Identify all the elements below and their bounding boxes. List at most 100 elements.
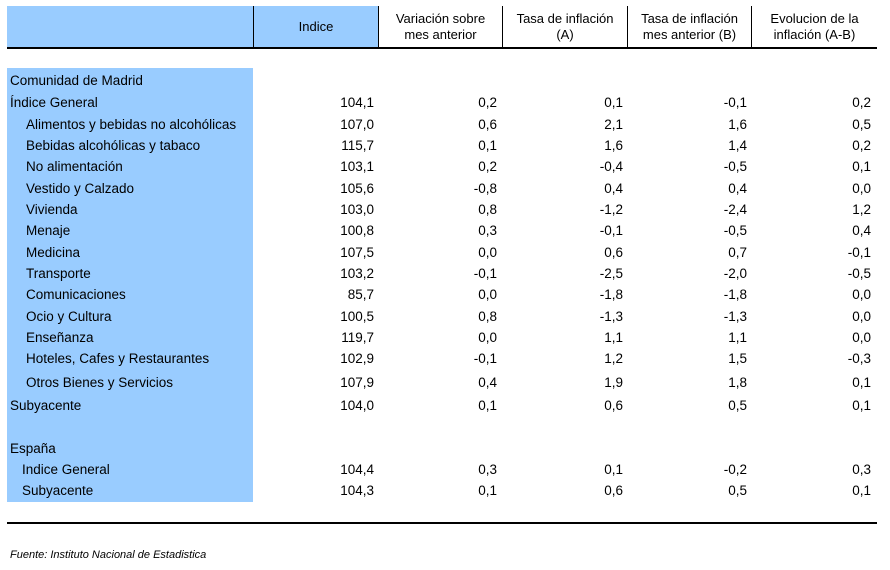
bottom-rule <box>7 522 877 524</box>
cell-value: 1,6 <box>728 117 747 132</box>
cell-value: -1,3 <box>723 309 747 324</box>
header-tasa-a: Tasa de inflación (A) <box>516 10 614 42</box>
cell-value: -1,3 <box>599 309 623 324</box>
cell-value: 85,7 <box>347 287 374 302</box>
section-title: España <box>10 441 56 456</box>
row-label: No alimentación <box>26 159 123 174</box>
header-evolucion: Evolucion de la inflación (A-B) <box>770 10 859 42</box>
cell-value: -0,1 <box>473 266 497 281</box>
cell-value: 102,9 <box>340 351 374 366</box>
cell-value: 0,5 <box>852 117 871 132</box>
cell-value: 104,3 <box>340 483 374 498</box>
cell-value: 119,7 <box>341 330 374 345</box>
cell-value: 1,6 <box>604 138 623 153</box>
table-row: Vestido y Calzado 105,6 -0,8 0,4 0,4 0,0 <box>0 178 890 199</box>
cell-value: 0,8 <box>478 309 497 324</box>
cell-value: 0,6 <box>604 483 623 498</box>
row-label: Medicina <box>26 245 81 260</box>
cell-value: 1,1 <box>604 330 623 345</box>
cell-value: -0,5 <box>723 223 747 238</box>
cell-value: -0,5 <box>847 266 871 281</box>
table-row: Enseñanza 119,7 0,0 1,1 1,1 0,0 <box>0 327 890 348</box>
cell-value: 0,2 <box>852 138 871 153</box>
header-blank-cell <box>7 6 253 47</box>
row-label: Indice General <box>22 462 110 477</box>
cell-value: 0,0 <box>852 309 871 324</box>
table-row: Índice General 104,1 0,2 0,1 -0,1 0,2 <box>0 92 890 113</box>
header-indice: Indice <box>254 6 378 47</box>
section-title: Comunidad de Madrid <box>10 73 143 88</box>
table-row: Subyacente 104,0 0,1 0,6 0,5 0,1 <box>0 395 890 416</box>
row-label: Otros Bienes y Servicios <box>26 375 174 390</box>
cell-value: 2,1 <box>604 117 623 132</box>
cell-value: 0,2 <box>478 159 497 174</box>
cell-value: 0,2 <box>852 95 871 110</box>
cell-value: -0,3 <box>847 351 871 366</box>
label-column-background <box>7 68 253 502</box>
cell-value: 0,7 <box>728 245 747 260</box>
cell-value: 104,0 <box>340 398 374 413</box>
cell-value: 1,2 <box>852 202 871 217</box>
cell-value: 107,9 <box>340 375 374 390</box>
cell-value: -0,8 <box>473 181 497 196</box>
row-label: Bebidas alcohólicas y tabaco <box>26 138 201 153</box>
cell-value: 0,8 <box>478 202 497 217</box>
row-label: Transporte <box>26 266 91 281</box>
cell-value: 0,4 <box>478 375 497 390</box>
cell-value: 0,1 <box>478 398 497 413</box>
row-label: Subyacente <box>22 483 94 498</box>
cell-value: 0,1 <box>604 462 623 477</box>
cell-value: 103,2 <box>340 266 374 281</box>
table-row: Transporte 103,2 -0,1 -2,5 -2,0 -0,5 <box>0 263 890 284</box>
row-label: Menaje <box>26 223 71 238</box>
row-label: Alimentos y bebidas no alcohólicas <box>26 117 237 132</box>
cell-value: 107,5 <box>340 245 374 260</box>
cell-value: -0,1 <box>847 245 871 260</box>
cell-value: -2,4 <box>723 202 747 217</box>
cell-value: 0,0 <box>478 245 497 260</box>
cell-value: -2,0 <box>723 266 747 281</box>
cell-value: 0,3 <box>478 223 497 238</box>
cell-value: 1,4 <box>728 138 747 153</box>
header-tasa-b: Tasa de inflación mes anterior (B) <box>641 10 738 42</box>
cell-value: 0,4 <box>604 181 623 196</box>
cell-value: 103,1 <box>340 159 374 174</box>
table-row: Vivienda 103,0 0,8 -1,2 -2,4 1,2 <box>0 199 890 220</box>
cell-value: 103,0 <box>340 202 374 217</box>
cell-value: 0,1 <box>852 398 871 413</box>
cell-value: 1,2 <box>604 351 623 366</box>
row-label: Subyacente <box>10 398 82 413</box>
header-variacion: Variación sobre mes anterior <box>395 10 486 42</box>
cell-value: 0,1 <box>852 375 871 390</box>
table-row: Ocio y Cultura 100,5 0,8 -1,3 -1,3 0,0 <box>0 306 890 327</box>
cell-value: 0,1 <box>852 483 871 498</box>
cell-value: 0,6 <box>604 398 623 413</box>
cell-value: -2,5 <box>599 266 623 281</box>
cell-value: 0,0 <box>478 330 497 345</box>
cell-value: -0,1 <box>473 351 497 366</box>
row-label: Vivienda <box>26 202 78 217</box>
table-row: Comunicaciones 85,7 0,0 -1,8 -1,8 0,0 <box>0 284 890 305</box>
cell-value: 0,6 <box>604 245 623 260</box>
cell-value: -0,1 <box>723 95 747 110</box>
cell-value: 100,5 <box>340 309 374 324</box>
cell-value: 107,0 <box>340 117 374 132</box>
cell-value: 0,5 <box>728 398 747 413</box>
table-row: Menaje 100,8 0,3 -0,1 -0,5 0,4 <box>0 220 890 241</box>
row-label: Comunicaciones <box>26 287 126 302</box>
cell-value: 1,5 <box>728 351 747 366</box>
table-row: Hoteles, Cafes y Restaurantes 102,9 -0,1 1,… <box>0 348 890 369</box>
cell-value: 0,1 <box>478 138 497 153</box>
cell-value: 0,2 <box>478 95 497 110</box>
table-row: Indice General 104,4 0,3 0,1 -0,2 0,3 <box>0 459 890 480</box>
cell-value: -0,4 <box>599 159 623 174</box>
table-row: Alimentos y bebidas no alcohólicas 107,0 0… <box>0 114 890 135</box>
cell-value: 104,1 <box>340 95 374 110</box>
row-label: Índice General <box>10 95 98 110</box>
cell-value: 0,3 <box>478 462 497 477</box>
cell-value: 105,6 <box>340 181 374 196</box>
cell-value: 0,1 <box>604 95 623 110</box>
cell-value: 115,7 <box>341 138 374 153</box>
section-title-row: España <box>0 438 890 459</box>
cell-value: -1,8 <box>599 287 623 302</box>
